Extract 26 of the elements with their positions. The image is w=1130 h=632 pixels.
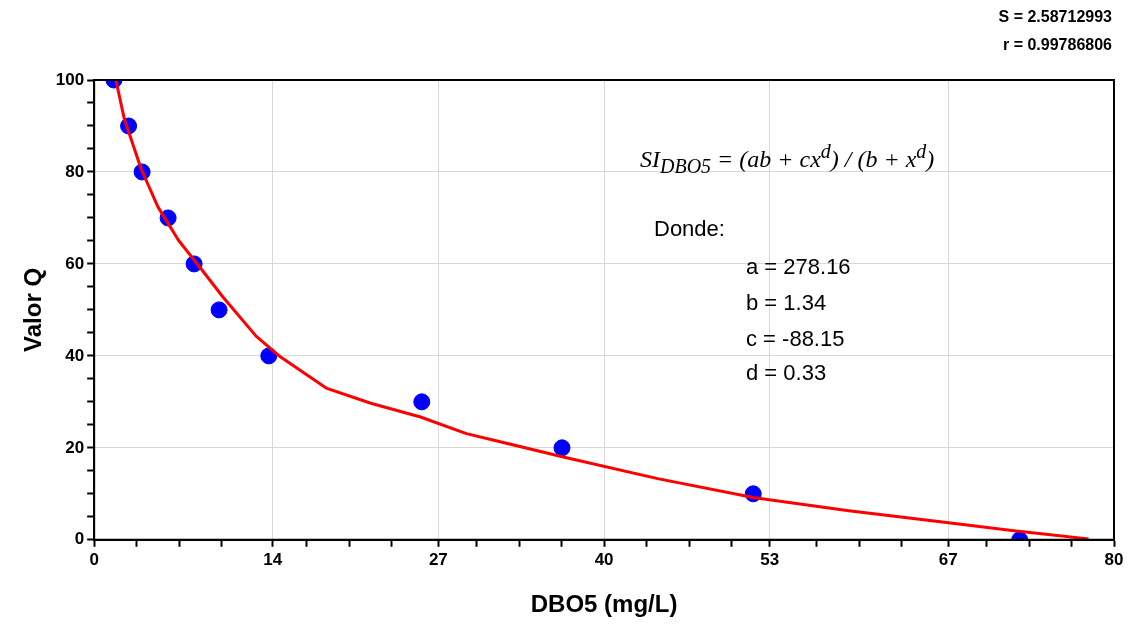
annotation: SI$_{DBO5}$ = (ab + cx$^{d}$) / (b + x$^{d}$) (640, 140, 935, 178)
text: r = 0.99786806 (1003, 36, 1112, 54)
x-tick-label: 0 (89, 549, 99, 569)
x-tick-label: 80 (1104, 549, 1124, 569)
point (413, 393, 431, 411)
annotation: a = 278.16 (746, 254, 851, 280)
y-tick-label: 20 (65, 437, 85, 457)
text: S = 2.58712993 (998, 8, 1112, 26)
x-tick-label: 53 (760, 549, 780, 569)
point (553, 439, 571, 457)
x-tick-label: 14 (263, 549, 283, 569)
x-axis-title: DBO5 (mg/L) (530, 590, 678, 618)
x-tick-label: 67 (938, 549, 958, 569)
annotation: d = 0.33 (746, 360, 827, 386)
y-tick-label: 40 (65, 345, 85, 365)
y-tick-label: 80 (65, 161, 85, 181)
annotation: b = 1.34 (746, 290, 827, 316)
y-tick-label: 60 (65, 253, 85, 273)
annotation: Donde: (654, 216, 725, 242)
y-axis-title: Valor Q (19, 267, 47, 352)
x-tick-label: 27 (428, 549, 448, 569)
x-tick-label: 40 (594, 549, 614, 569)
y-tick-label: 100 (55, 69, 85, 89)
point (210, 301, 228, 319)
annotation: c = -88.15 (746, 326, 845, 352)
y-tick-label: 0 (74, 529, 85, 549)
